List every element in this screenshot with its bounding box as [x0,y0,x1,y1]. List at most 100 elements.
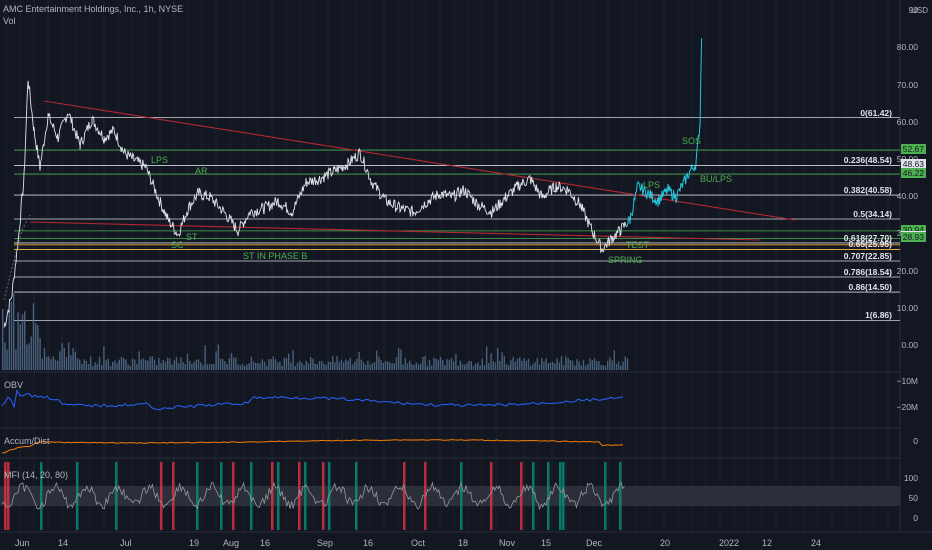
volume-bar [598,361,600,370]
volume-bar [464,364,466,370]
chart-annotation[interactable]: ST IN PHASE B [243,251,308,261]
date-tick: Jun [15,538,30,548]
volume-bar [417,364,420,370]
volume-bar [569,359,571,370]
volume-bar [134,359,136,370]
volume-bar [365,364,367,370]
volume-bar [59,351,61,370]
volume-bar [43,347,46,370]
volume-bar [378,356,380,370]
mfi-overbought-bar [250,462,253,530]
volume-bar [219,358,222,370]
volume-bar [541,358,543,370]
volume-bar [184,364,186,370]
volume-bar [105,359,107,370]
volume-bar [494,362,497,370]
chart-annotation[interactable]: SOS [682,136,702,146]
date-tick: Jul [120,538,132,548]
volume-bar [274,359,277,370]
volume-bar [283,358,285,370]
volume-bar [354,361,356,370]
volume-bar [61,343,63,370]
volume-bar [580,365,582,370]
volume-bar [318,361,321,370]
volume-bar [233,357,235,370]
mfi-overbought-bar [604,462,607,530]
symbol-title[interactable]: AMC Entertainment Holdings, Inc., 1h, NY… [3,4,184,14]
volume-bar [620,365,622,370]
volume-bar [37,324,39,370]
price-tick: 90 [908,5,918,16]
price-tick: 50.00 [897,154,918,164]
volume-bar [189,360,191,370]
volume-bar [457,365,459,370]
volume-bar [439,356,442,370]
volume-label[interactable]: Vol [3,16,16,26]
volume-bar [391,363,393,370]
mfi-pane-label[interactable]: MFI (14, 20, 80) [4,470,69,480]
chart-annotation[interactable]: SC [171,240,184,250]
chart-annotation[interactable]: BU/LPS [700,174,733,184]
volume-bar [420,363,422,370]
support-trend-line [29,221,761,241]
mfi-tick-50: 50 [908,493,918,503]
volume-bar [527,358,530,370]
volume-bar [424,356,426,370]
volume-bar [552,362,554,370]
volume-bar [195,359,197,370]
chart-annotation[interactable]: TEST [626,240,650,250]
volume-bar [296,362,299,370]
volume-bar [325,364,327,370]
mfi-oversold-bar [172,462,175,530]
chart-annotation[interactable]: SPRING [608,255,643,265]
volume-bar [41,358,43,370]
chart-annotation[interactable]: ST [186,232,198,242]
price-badge: 30.94 [900,224,926,235]
volume-bars [2,293,629,370]
volume-bar [103,346,105,370]
volume-bar [213,364,215,370]
volume-bar [351,364,354,370]
date-tick: 18 [458,538,469,548]
fib-level-label: 0.236(48.54) [843,155,892,166]
volume-bar [200,362,202,370]
mfi-overbought-bar [619,462,622,530]
mfi-oversold-bar [490,462,493,530]
volume-bar [178,363,180,370]
volume-bar [490,353,492,370]
fibonacci-retracement[interactable] [14,117,900,321]
mfi-oversold-bar [4,462,7,530]
volume-bar [479,365,481,370]
currency-label: USD [911,6,928,15]
volume-bar [400,349,402,370]
volume-bar [589,358,591,370]
volume-bar [131,358,134,370]
obv-pane-label[interactable]: OBV [4,380,24,390]
volume-bar [107,358,109,370]
volume-bar [151,356,153,370]
volume-bar [437,359,439,370]
volume-bar [74,351,76,370]
trend-lines[interactable] [29,100,796,241]
volume-bar [136,363,138,370]
volume-bar [197,359,200,370]
chart-annotation[interactable]: LPS [643,180,661,190]
volume-bar [316,364,318,370]
volume-bar [57,360,59,370]
volume-bar [35,323,37,370]
volume-bar [252,361,255,370]
mfi-tick-100: 100 [903,473,918,483]
price-tick: 10.00 [896,302,918,313]
volume-bar [228,358,230,370]
volume-bar [312,358,314,370]
volume-bar [428,359,431,370]
volume-bar [508,365,510,370]
chart-annotation[interactable]: LPS [151,155,169,165]
accum-dist-pane-label[interactable]: Accum/Dist [4,436,50,446]
volume-bar [230,352,233,370]
volume-bar [92,365,94,370]
volume-bar [505,364,508,370]
volume-bar [281,365,283,370]
chart-annotation[interactable]: AR [195,166,208,176]
